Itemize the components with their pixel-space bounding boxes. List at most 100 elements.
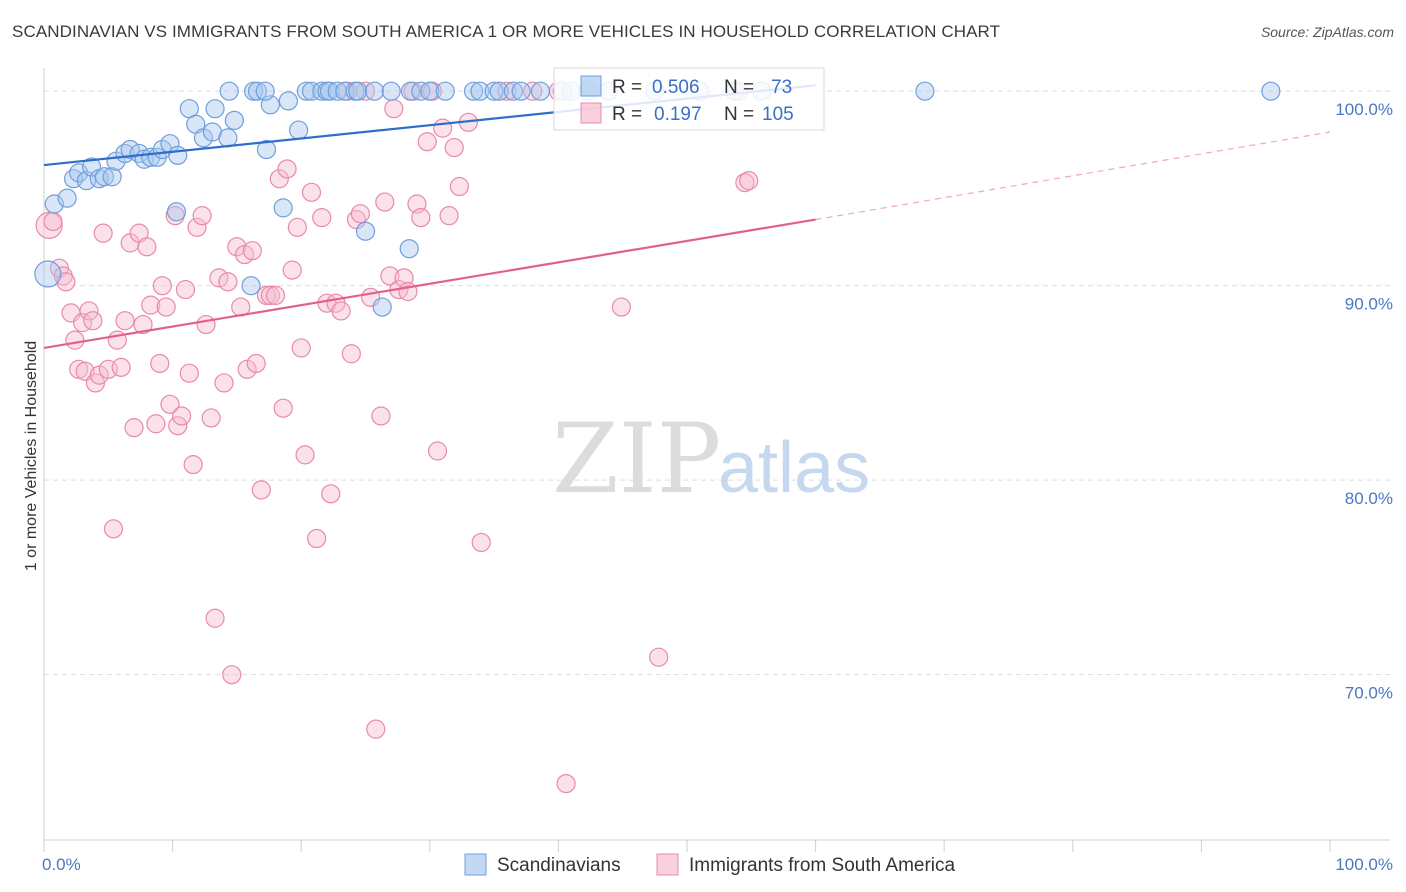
point-immigrants-51 [246, 353, 266, 374]
point-scandinavians-51 [400, 81, 421, 101]
y-tick-labels: 100.0% 90.0% 80.0% 70.0% [1335, 100, 1393, 702]
point-immigrants-69 [331, 301, 351, 321]
point-immigrants-73 [350, 204, 370, 224]
point-immigrants-41 [205, 608, 225, 628]
point-immigrants-57 [273, 398, 293, 418]
point-immigrants-62 [295, 445, 315, 465]
legend-swatch-pink [580, 102, 602, 124]
point-immigrants-30 [160, 394, 180, 414]
point-immigrants-52 [251, 480, 271, 500]
point-immigrants-87 [417, 132, 437, 152]
point-immigrants-80 [384, 99, 404, 119]
point-immigrants-26 [146, 414, 166, 434]
legend-swatch-blue [580, 75, 602, 97]
point-immigrants-56 [269, 169, 289, 189]
series-swatch-scandinavians [464, 853, 487, 876]
point-immigrants-27 [150, 353, 170, 374]
point-immigrants-97 [523, 81, 543, 101]
point-immigrants-100 [611, 297, 632, 317]
point-immigrants-4 [56, 272, 76, 292]
gridlines [44, 90, 1390, 676]
point-immigrants-6 [65, 330, 85, 350]
point-immigrants-24 [137, 237, 157, 257]
point-immigrants-34 [175, 279, 196, 300]
point-immigrants-0 [35, 211, 63, 239]
stats-legend: R = 0.506 N = 73 R = 0.197 N = 105 [553, 67, 825, 131]
point-immigrants-10 [79, 301, 99, 321]
point-immigrants-61 [291, 338, 311, 358]
trend-immigrants [43, 218, 816, 350]
watermark-zip: ZIP [552, 403, 721, 515]
point-immigrants-91 [439, 206, 459, 226]
point-immigrants-79 [380, 266, 400, 286]
point-immigrants-43 [214, 373, 234, 393]
point-scandinavians-62 [530, 81, 550, 101]
point-scandinavians-56 [463, 81, 484, 101]
point-scandinavians-0 [34, 260, 62, 288]
point-scandinavians-60 [503, 81, 523, 101]
point-scandinavians-28 [224, 110, 244, 130]
point-scandinavians-9 [102, 167, 122, 187]
point-immigrants-25 [141, 295, 161, 315]
point-scandinavians-59 [489, 81, 509, 101]
point-immigrants-45 [222, 665, 242, 685]
point-immigrants-54 [260, 285, 280, 305]
point-immigrants-77 [371, 406, 391, 426]
point-immigrants-33 [172, 406, 192, 426]
legend-r-label-2: R = [612, 104, 642, 125]
point-scandinavians-25 [205, 99, 225, 119]
point-immigrants-65 [312, 208, 332, 228]
point-immigrants-60 [287, 217, 307, 237]
point-immigrants-29 [156, 297, 176, 317]
y-tick-label-2: 80.0% [1345, 489, 1393, 508]
watermark-atlas: atlas [718, 428, 870, 508]
point-scandinavians-36 [278, 91, 298, 111]
point-scandinavians-42 [319, 81, 340, 101]
point-scandinavians-50 [381, 81, 401, 101]
point-immigrants-99 [556, 773, 576, 794]
legend-n-label: N = [724, 77, 754, 98]
point-scandinavians-71 [915, 81, 935, 101]
point-scandinavians-48 [364, 81, 385, 101]
point-immigrants-36 [183, 455, 203, 475]
point-immigrants-23 [133, 314, 153, 335]
point-immigrants-104 [739, 171, 759, 191]
point-immigrants-89 [427, 441, 448, 461]
point-immigrants-93 [449, 176, 469, 197]
point-immigrants-1 [43, 211, 63, 232]
point-immigrants-35 [179, 363, 199, 383]
point-scandinavians-57 [470, 81, 490, 101]
point-scandinavians-35 [273, 198, 293, 218]
point-immigrants-63 [301, 182, 322, 202]
point-immigrants-78 [375, 192, 395, 212]
point-immigrants-32 [168, 416, 188, 436]
point-scandinavians-2 [57, 188, 77, 208]
point-immigrants-21 [124, 418, 144, 438]
point-immigrants-64 [307, 528, 327, 549]
point-scandinavians-38 [296, 81, 316, 101]
point-scandinavians-27 [219, 81, 239, 101]
legend-r-value-2: 0.197 [654, 104, 702, 125]
point-scandinavians-53 [420, 81, 440, 101]
point-scandinavians-6 [81, 157, 102, 177]
point-immigrants-95 [471, 532, 491, 553]
point-immigrants-18 [111, 357, 131, 377]
y-axis-label: 1 or more Vehicles in Household [23, 341, 40, 571]
series-legend: Scandinavians Immigrants from South Amer… [464, 853, 956, 876]
point-immigrants-40 [201, 408, 221, 428]
point-scandinavians-26 [218, 128, 238, 148]
point-immigrants-58 [277, 159, 297, 179]
point-scandinavians-30 [247, 81, 268, 101]
legend-n-value-1: 73 [771, 77, 792, 98]
x-tick-label-1: 100.0% [1335, 855, 1393, 874]
point-scandinavians-8 [94, 167, 115, 187]
point-immigrants-92 [444, 137, 464, 158]
series-swatch-immigrants [656, 853, 679, 876]
point-immigrants-59 [282, 260, 302, 280]
x-tick-labels: 0.0% 100.0% [42, 855, 1393, 874]
axes [43, 68, 1390, 852]
series-label-scandinavians: Scandinavians [497, 855, 621, 876]
point-immigrants-38 [192, 206, 212, 226]
point-scandinavians-20 [166, 202, 187, 222]
